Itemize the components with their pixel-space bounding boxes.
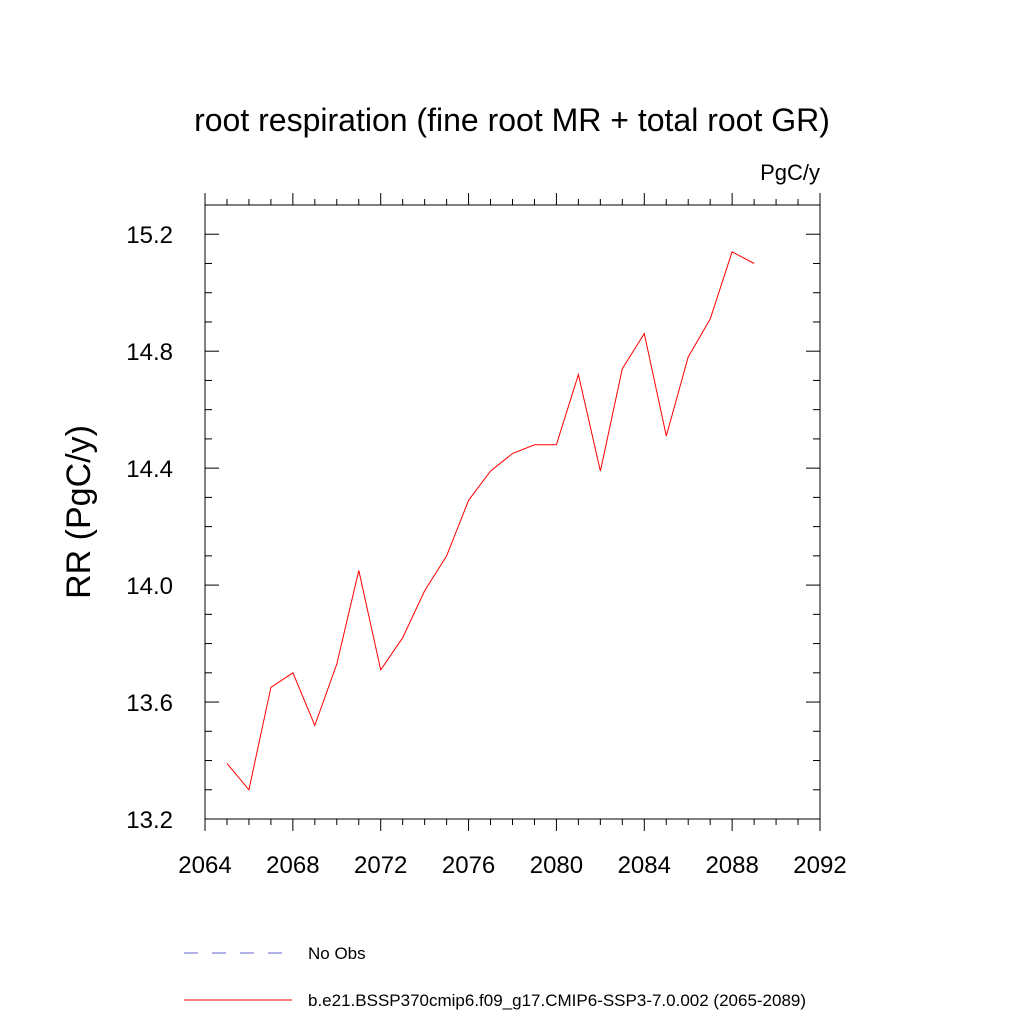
chart-title: root respiration (fine root MR + total r… bbox=[194, 102, 830, 138]
y-tick-label: 15.2 bbox=[126, 222, 173, 249]
y-tick-label: 13.6 bbox=[126, 690, 173, 717]
y-tick-label: 13.2 bbox=[126, 807, 173, 834]
y-tick-label: 14.8 bbox=[126, 339, 173, 366]
x-tick-label: 2064 bbox=[178, 852, 231, 879]
x-tick-label: 2084 bbox=[618, 852, 671, 879]
y-tick-labels: 13.2 13.6 14.0 14.4 14.8 15.2 bbox=[126, 222, 173, 834]
series-line bbox=[226, 251, 755, 791]
plot-frame bbox=[204, 204, 821, 820]
series-layer bbox=[226, 251, 755, 791]
legend-label-series: b.e21.BSSP370cmip6.f09_g17.CMIP6-SSP3-7.… bbox=[308, 991, 806, 1010]
y-axis-label: RR (PgC/y) bbox=[60, 425, 98, 599]
units-label: PgC/y bbox=[760, 160, 820, 185]
x-tick-label: 2088 bbox=[705, 852, 758, 879]
axis-ticks bbox=[204, 193, 821, 831]
x-tick-label: 2076 bbox=[442, 852, 495, 879]
x-tick-label: 2068 bbox=[266, 852, 319, 879]
x-tick-label: 2072 bbox=[354, 852, 407, 879]
legend: No Obs b.e21.BSSP370cmip6.f09_g17.CMIP6-… bbox=[184, 944, 806, 1010]
x-tick-label: 2092 bbox=[793, 852, 846, 879]
legend-label-no-obs: No Obs bbox=[308, 944, 366, 963]
y-tick-label: 14.4 bbox=[126, 456, 173, 483]
x-tick-label: 2080 bbox=[530, 852, 583, 879]
y-tick-label: 14.0 bbox=[126, 573, 173, 600]
x-tick-labels: 2064 2068 2072 2076 2080 2084 2088 2092 bbox=[178, 852, 846, 879]
